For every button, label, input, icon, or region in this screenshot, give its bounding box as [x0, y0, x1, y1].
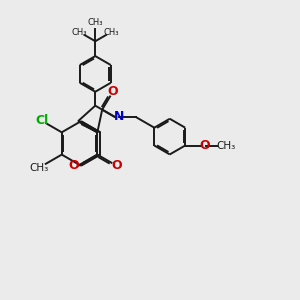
Text: O: O — [111, 159, 122, 172]
Text: CH₃: CH₃ — [88, 18, 103, 27]
Text: CH₃: CH₃ — [72, 28, 87, 37]
Text: Cl: Cl — [35, 114, 48, 127]
Text: O: O — [199, 139, 210, 152]
Text: CH₃: CH₃ — [29, 163, 48, 173]
Text: CH₃: CH₃ — [216, 140, 235, 151]
Text: N: N — [114, 110, 125, 123]
Text: O: O — [108, 85, 118, 98]
Text: O: O — [69, 159, 79, 172]
Text: CH₃: CH₃ — [103, 28, 119, 37]
